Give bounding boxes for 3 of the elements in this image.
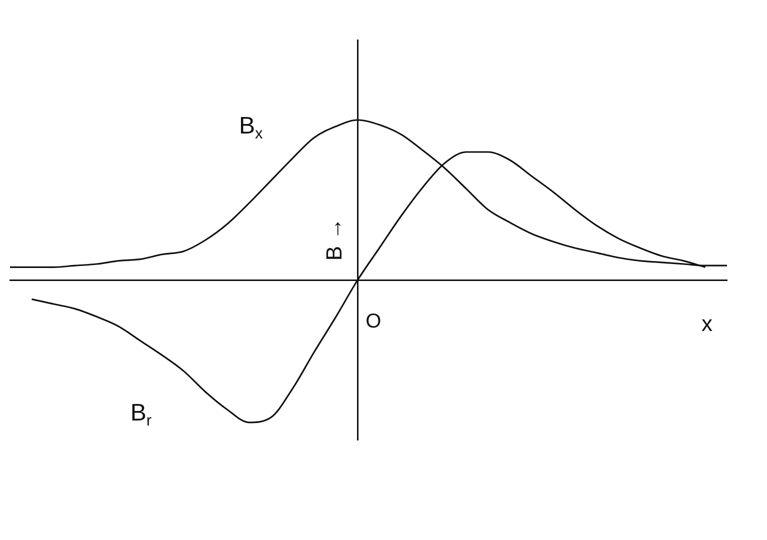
- annotation: O: [366, 310, 382, 333]
- y-axis-title: B →: [322, 218, 347, 261]
- x-axis-title: x: [702, 311, 712, 336]
